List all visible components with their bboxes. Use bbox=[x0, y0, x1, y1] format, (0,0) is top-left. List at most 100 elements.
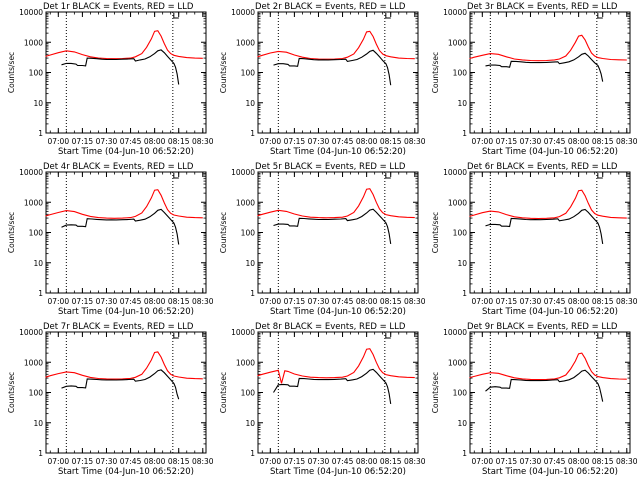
x-axis-label: Start Time (04-Jun-10 06:52:20) bbox=[270, 147, 406, 157]
x-tick-label: 07:15 bbox=[496, 137, 518, 146]
x-tick-label: 07:15 bbox=[72, 297, 94, 306]
y-tick-label: 100 bbox=[241, 229, 256, 238]
x-tick-label: 07:00 bbox=[47, 457, 69, 466]
panel-3: Det 3r BLACK = Events, RED = LLD 1 10 100 10… bbox=[431, 2, 638, 157]
x-tick-label: 07:45 bbox=[544, 137, 566, 146]
y-tick-label: 1 bbox=[38, 129, 43, 138]
time-marker-flag bbox=[173, 13, 179, 19]
y-tick-label: 100 bbox=[453, 69, 468, 78]
x-tick-label: 07:30 bbox=[520, 457, 542, 466]
x-axis-label: Start Time (04-Jun-10 06:52:20) bbox=[482, 467, 618, 477]
x-tick-label: 08:00 bbox=[356, 137, 378, 146]
y-tick-label: 1 bbox=[38, 289, 43, 298]
panel-title: Det 7r BLACK = Events, RED = LLD bbox=[43, 322, 194, 332]
x-tick-label: 07:15 bbox=[284, 457, 306, 466]
panel-title: Det 9r BLACK = Events, RED = LLD bbox=[467, 322, 618, 332]
x-tick-label: 08:15 bbox=[168, 457, 190, 466]
time-marker-flag bbox=[597, 13, 603, 19]
x-tick-label: 08:30 bbox=[616, 457, 638, 466]
panel-9: Det 9r BLACK = Events, RED = LLD 1 10 100 10… bbox=[431, 322, 638, 477]
plot-frame bbox=[257, 171, 419, 294]
x-tick-label: 07:45 bbox=[544, 297, 566, 306]
x-tick-label: 08:00 bbox=[144, 137, 166, 146]
y-tick-label: 1000 bbox=[448, 38, 467, 47]
x-tick-label: 07:30 bbox=[520, 137, 542, 146]
panel-title: Det 4r BLACK = Events, RED = LLD bbox=[43, 162, 194, 172]
y-axis-label: Counts/sec bbox=[219, 212, 228, 253]
plot-frame bbox=[45, 11, 207, 134]
y-tick-label: 10 bbox=[33, 419, 43, 428]
x-tick-label: 07:30 bbox=[308, 457, 330, 466]
y-tick-label: 10000 bbox=[19, 8, 43, 17]
x-tick-label: 07:15 bbox=[496, 457, 518, 466]
y-tick-label: 1000 bbox=[236, 38, 255, 47]
x-tick-label: 08:00 bbox=[144, 297, 166, 306]
panel-title: Det 5r BLACK = Events, RED = LLD bbox=[255, 162, 406, 172]
y-tick-label: 10000 bbox=[231, 168, 255, 177]
y-tick-label: 10 bbox=[33, 99, 43, 108]
panel-title: Det 2r BLACK = Events, RED = LLD bbox=[255, 2, 406, 12]
x-tick-label: 08:00 bbox=[568, 137, 590, 146]
y-axis-label: Counts/sec bbox=[219, 52, 228, 93]
time-marker-flag bbox=[385, 13, 391, 19]
panel-2: Det 2r BLACK = Events, RED = LLD 1 10 100 10… bbox=[219, 2, 426, 157]
y-tick-label: 100 bbox=[453, 389, 468, 398]
panel-title: Det 8r BLACK = Events, RED = LLD bbox=[255, 322, 406, 332]
y-tick-label: 1000 bbox=[448, 198, 467, 207]
y-tick-label: 1 bbox=[462, 289, 467, 298]
series-line-black bbox=[61, 369, 180, 400]
x-tick-label: 08:30 bbox=[404, 137, 426, 146]
time-marker-flag bbox=[173, 173, 179, 179]
x-tick-label: 07:00 bbox=[259, 457, 281, 466]
y-tick-label: 10 bbox=[457, 99, 467, 108]
panel-title: Det 1r BLACK = Events, RED = LLD bbox=[43, 2, 194, 12]
x-tick-label: 07:00 bbox=[259, 137, 281, 146]
y-tick-label: 1 bbox=[38, 449, 43, 458]
y-tick-label: 1000 bbox=[448, 358, 467, 367]
y-tick-label: 1000 bbox=[24, 358, 43, 367]
y-tick-label: 1000 bbox=[24, 38, 43, 47]
time-marker-flag bbox=[597, 173, 603, 179]
x-tick-label: 07:15 bbox=[72, 457, 94, 466]
series-line-black bbox=[485, 369, 604, 402]
series-line-black bbox=[61, 208, 180, 245]
series-line-black bbox=[485, 208, 604, 244]
x-tick-label: 07:45 bbox=[544, 457, 566, 466]
x-tick-label: 08:15 bbox=[380, 297, 402, 306]
series-line-black bbox=[273, 208, 392, 244]
x-tick-label: 07:30 bbox=[96, 457, 118, 466]
x-tick-label: 07:00 bbox=[47, 297, 69, 306]
x-tick-label: 07:00 bbox=[47, 137, 69, 146]
x-tick-label: 08:30 bbox=[404, 457, 426, 466]
series-line-red bbox=[257, 30, 415, 60]
time-marker-flag bbox=[173, 333, 179, 339]
x-tick-label: 08:15 bbox=[592, 297, 614, 306]
panel-4: Det 4r BLACK = Events, RED = LLD 1 10 100 10… bbox=[7, 162, 214, 317]
x-tick-label: 08:00 bbox=[568, 457, 590, 466]
y-tick-label: 10 bbox=[245, 259, 255, 268]
x-axis-label: Start Time (04-Jun-10 06:52:20) bbox=[482, 147, 618, 157]
y-tick-label: 10 bbox=[457, 259, 467, 268]
x-tick-label: 07:45 bbox=[120, 297, 142, 306]
x-tick-label: 07:00 bbox=[471, 297, 493, 306]
y-tick-label: 10000 bbox=[19, 328, 43, 337]
y-axis-label: Counts/sec bbox=[431, 372, 440, 413]
x-tick-label: 08:15 bbox=[168, 297, 190, 306]
x-tick-label: 07:15 bbox=[496, 297, 518, 306]
y-axis-label: Counts/sec bbox=[7, 52, 16, 93]
x-tick-label: 07:30 bbox=[308, 297, 330, 306]
x-tick-label: 08:30 bbox=[404, 297, 426, 306]
x-tick-label: 08:30 bbox=[616, 137, 638, 146]
x-tick-label: 07:15 bbox=[284, 137, 306, 146]
x-tick-label: 08:30 bbox=[192, 297, 214, 306]
plot-frame bbox=[257, 11, 419, 134]
y-tick-label: 100 bbox=[29, 229, 44, 238]
y-axis-label: Counts/sec bbox=[7, 212, 16, 253]
series-line-red bbox=[257, 348, 415, 384]
series-line-red bbox=[45, 351, 203, 380]
x-tick-label: 08:30 bbox=[192, 457, 214, 466]
y-tick-label: 1 bbox=[250, 129, 255, 138]
x-tick-label: 08:15 bbox=[592, 137, 614, 146]
x-tick-label: 07:30 bbox=[96, 137, 118, 146]
